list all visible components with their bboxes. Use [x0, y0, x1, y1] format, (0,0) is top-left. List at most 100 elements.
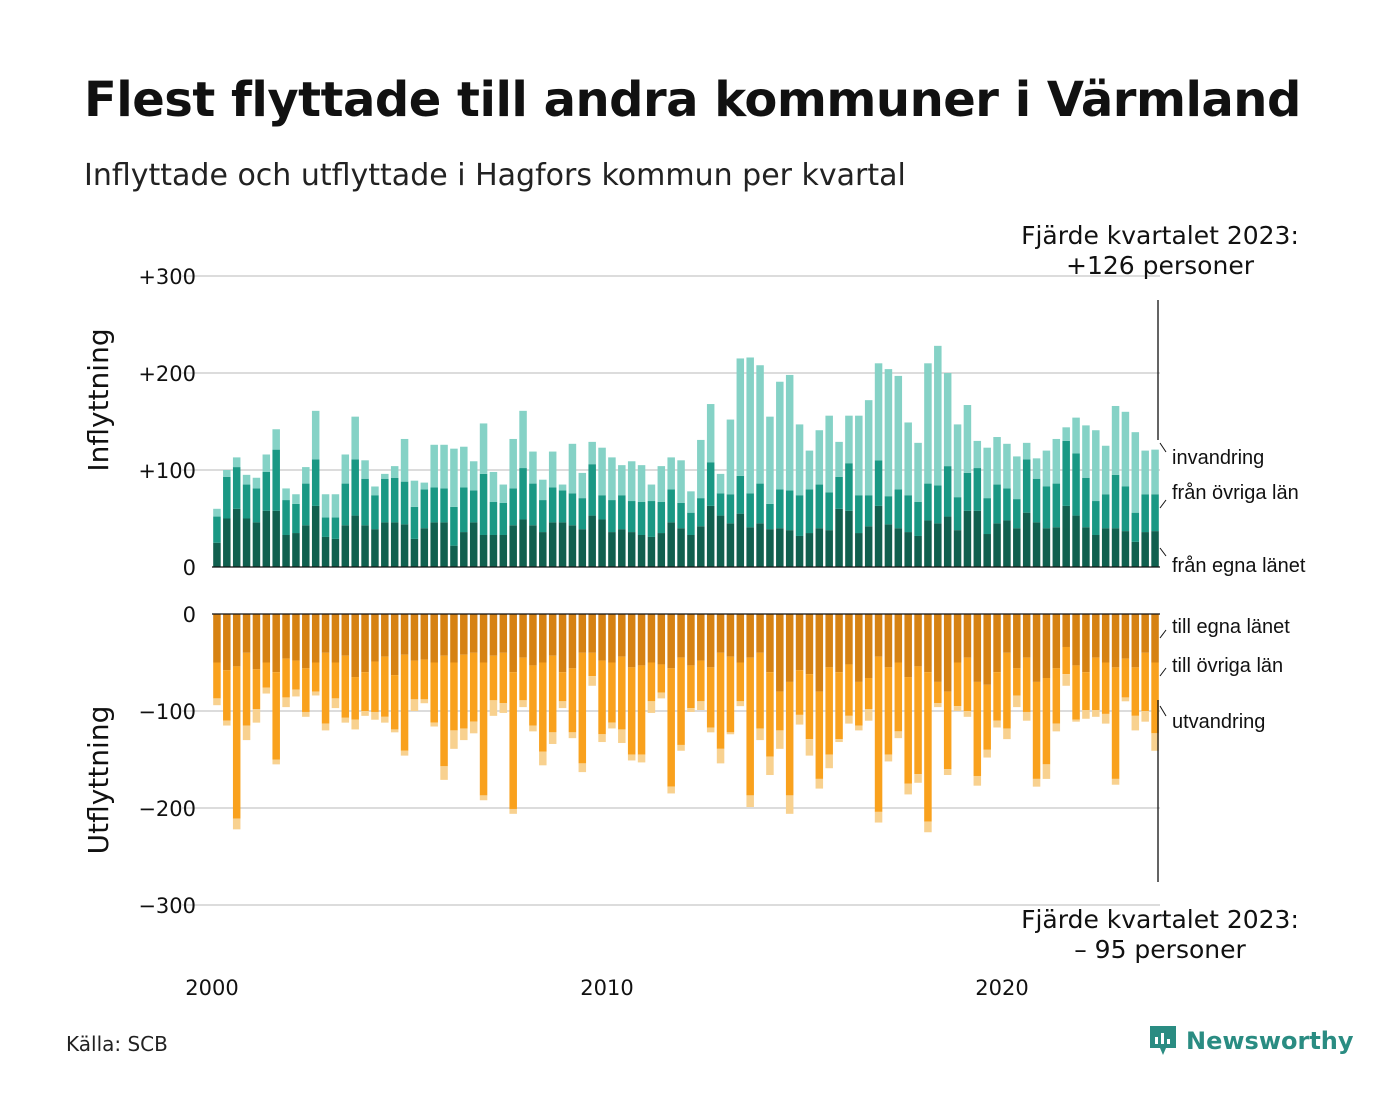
bar-out-seg	[1151, 662, 1159, 734]
bar-in-seg	[1082, 527, 1090, 567]
bar-out-seg	[578, 763, 587, 773]
bar-out-seg	[904, 677, 912, 784]
bar-out-seg	[489, 614, 498, 656]
bar-in-seg	[292, 503, 300, 534]
bar-in-seg	[716, 493, 725, 516]
annotation-bottom-line1: Fjärde kvartalet 2023:	[1021, 905, 1299, 934]
bar-in-seg	[598, 519, 606, 567]
bar-out-seg	[1003, 652, 1011, 729]
bar-out-seg	[232, 818, 241, 830]
bar-in-seg	[983, 498, 991, 535]
bar-out-seg	[864, 709, 873, 721]
bar-out-seg	[963, 614, 972, 658]
bar-out-seg	[519, 614, 527, 658]
bar-in-seg	[1013, 456, 1021, 500]
end-label-leader	[1159, 667, 1167, 677]
bar-in-seg	[608, 457, 616, 501]
bar-in-seg	[637, 465, 646, 503]
bar-out-seg	[1082, 614, 1090, 673]
bar-in-seg	[539, 500, 547, 533]
bar-out-seg	[766, 614, 774, 673]
bar-in-seg	[479, 473, 488, 535]
bar-out-seg	[667, 614, 675, 669]
bar-out-seg	[509, 614, 517, 673]
bar-out-seg	[1101, 614, 1110, 663]
bar-in-seg	[1151, 449, 1159, 495]
newsworthy-logo[interactable]: Newsworthy	[1148, 1024, 1354, 1058]
bar-in-seg	[815, 430, 824, 485]
y-tick-label-out: −300	[138, 894, 196, 918]
bar-in-seg	[677, 460, 685, 503]
bar-out-seg	[874, 656, 883, 812]
bar-out-seg	[983, 614, 991, 685]
gridlines	[182, 275, 1160, 906]
bar-in-seg	[568, 525, 577, 567]
bar-out-seg	[529, 665, 537, 726]
bar-in-seg	[509, 488, 517, 526]
bar-in-seg	[795, 424, 804, 496]
bar-out-seg	[460, 728, 468, 741]
bar-in-seg	[943, 466, 952, 517]
bar-out-seg	[440, 766, 448, 780]
bar-out-seg	[450, 730, 458, 749]
bar-out-seg	[934, 703, 942, 708]
bar-in-seg	[1022, 459, 1031, 513]
bar-out-seg	[519, 657, 527, 701]
bar-in-seg	[953, 424, 962, 498]
bar-out-seg	[598, 614, 606, 661]
bar-out-seg	[884, 667, 893, 755]
bar-out-seg	[726, 614, 735, 657]
bar-out-seg	[1111, 778, 1120, 785]
bar-in-seg	[924, 520, 932, 567]
bar-in-seg	[677, 502, 685, 529]
y-tick-label-out: −100	[138, 700, 196, 724]
bar-in-seg	[776, 489, 784, 529]
bar-in-seg	[776, 381, 784, 490]
bar-in-seg	[450, 506, 458, 546]
bar-out-seg	[558, 672, 567, 702]
chart-title: Flest flyttade till andra kommuner i Vär…	[84, 72, 1301, 128]
bar-in-seg	[736, 513, 745, 567]
bar-out-seg	[706, 614, 715, 668]
bar-in-seg	[1032, 478, 1041, 523]
newsworthy-logo-text: Newsworthy	[1186, 1027, 1354, 1055]
bar-out-seg	[311, 691, 320, 696]
bar-out-seg	[1131, 715, 1140, 731]
bar-out-seg	[410, 699, 419, 711]
bar-out-seg	[766, 672, 774, 757]
bar-in-seg	[331, 494, 340, 518]
bar-out-seg	[302, 711, 310, 717]
bar-out-seg	[914, 666, 922, 775]
bar-out-seg	[509, 672, 517, 809]
bar-in-seg	[410, 538, 419, 567]
bar-in-seg	[1062, 505, 1070, 567]
bar-in-seg	[894, 528, 903, 567]
bar-out-seg	[914, 774, 922, 783]
bar-in-seg	[983, 447, 991, 499]
bar-in-seg	[242, 474, 251, 485]
bar-in-seg	[1072, 453, 1080, 516]
bar-in-seg	[924, 483, 932, 521]
bar-out-seg	[282, 697, 290, 708]
bar-in-seg	[519, 468, 527, 520]
y-tick-label-in: 0	[183, 556, 196, 580]
bar-in-seg	[1111, 405, 1120, 475]
bar-in-seg	[825, 530, 833, 567]
bar-out-seg	[726, 656, 735, 733]
bar-in-seg	[706, 505, 715, 567]
bar-in-seg	[608, 532, 616, 567]
bar-out-seg	[608, 614, 616, 663]
bar-out-seg	[993, 672, 1001, 721]
bar-out-seg	[223, 720, 231, 726]
bar-out-seg	[993, 614, 1001, 673]
bar-in-seg	[331, 517, 340, 539]
bar-in-seg	[697, 526, 705, 567]
bar-in-seg	[864, 495, 873, 527]
bar-in-seg	[874, 460, 883, 506]
bar-out-seg	[361, 711, 369, 716]
bar-in-seg	[627, 532, 636, 567]
bar-in-seg	[716, 515, 725, 567]
bar-out-seg	[548, 732, 557, 744]
bar-out-seg	[835, 614, 843, 673]
bar-in-seg	[1092, 501, 1100, 535]
